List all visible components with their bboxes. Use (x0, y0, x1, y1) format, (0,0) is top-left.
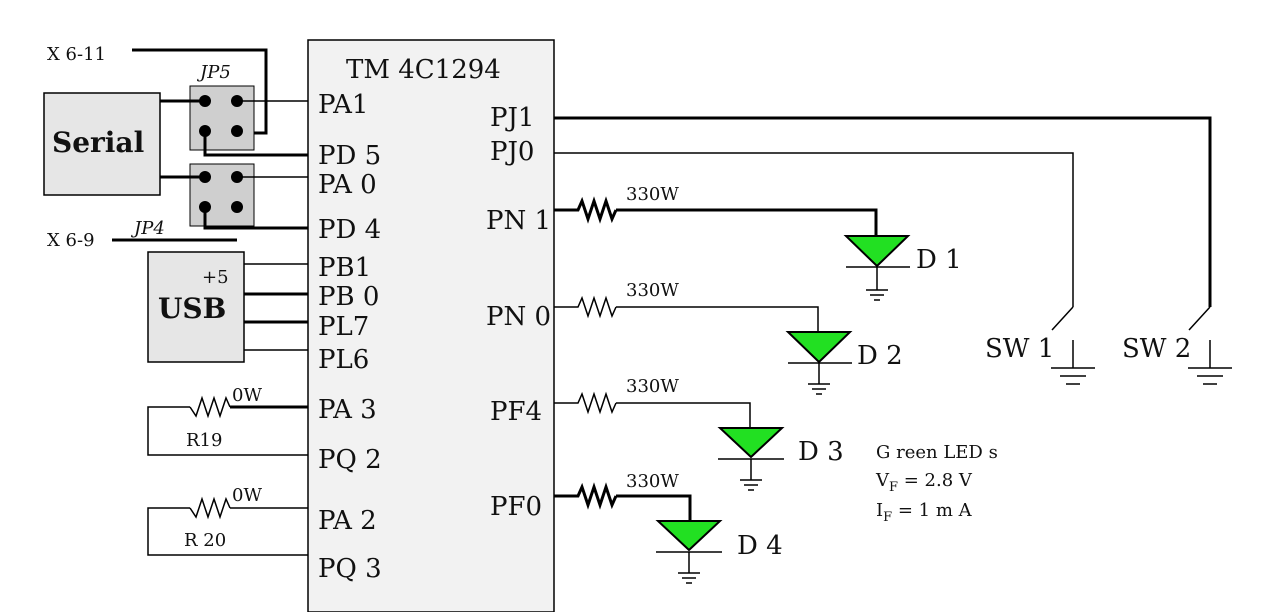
pin-pa0: PA 0 (318, 170, 377, 200)
r20-value: 0W (232, 485, 262, 506)
led-d3-label: D 3 (798, 437, 844, 467)
note-green-leds: G reen LED s (876, 442, 998, 463)
x6-11-label: X 6-11 (47, 44, 106, 65)
jp4-label: JP4 (130, 218, 165, 239)
led-d1 (843, 235, 911, 268)
led-d4 (655, 520, 723, 552)
jp5-to-pd5 (203, 131, 308, 157)
sw1-label: SW 1 (985, 334, 1054, 364)
pin-pj1: PJ1 (490, 103, 534, 133)
jp4-block (189, 163, 255, 227)
r19-loop (147, 406, 308, 456)
note-if: IF = 1 m A (876, 500, 973, 525)
serial-label: Serial (52, 126, 144, 159)
r19-resistor (189, 395, 231, 419)
led-d1-label: D 1 (916, 245, 962, 275)
mcu-body (307, 39, 555, 612)
pin-pl7: PL7 (318, 312, 369, 342)
pin-pa2: PA 2 (318, 506, 377, 536)
pin-pa3: PA 3 (318, 395, 377, 425)
led-d4-label: D 4 (737, 531, 783, 561)
jp5-pins (199, 95, 243, 137)
sw2-label: SW 2 (1122, 334, 1191, 364)
usb-label: USB (158, 292, 226, 325)
pin-pq2: PQ 2 (318, 445, 382, 475)
r20-resistor (189, 496, 231, 520)
led-channel-1 (554, 196, 911, 301)
pin-pj0: PJ0 (490, 137, 534, 167)
led-channel-3 (554, 391, 785, 491)
pin-pn1: PN 1 (486, 206, 551, 236)
jp5-block (189, 85, 255, 151)
pin-pd5: PD 5 (318, 141, 381, 171)
res1-value: 330W (626, 184, 679, 205)
res3-value: 330W (626, 376, 679, 397)
pin-pb0: PB 0 (318, 282, 379, 312)
led-d2-label: D 2 (857, 341, 903, 371)
pj0-to-sw1 (554, 152, 1074, 307)
jp5-label: JP5 (196, 62, 231, 83)
pin-pb1: PB1 (318, 253, 371, 283)
res4-value: 330W (626, 471, 679, 492)
led-d3 (717, 427, 785, 459)
pin-pq3: PQ 3 (318, 554, 382, 584)
sw1 (1051, 306, 1095, 385)
led-channel-2 (554, 295, 853, 395)
pin-pd4: PD 4 (318, 215, 381, 245)
pin-pl6: PL6 (318, 345, 369, 375)
r19-name: R19 (186, 430, 222, 451)
pin-pn0: PN 0 (486, 302, 551, 332)
mcu-name: TM 4C1294 (346, 55, 501, 85)
pin-pa1: PA1 (318, 90, 368, 120)
pj1-to-sw2 (554, 116, 1212, 307)
r20-name: R 20 (184, 530, 226, 551)
pin-pf0: PF0 (490, 492, 542, 522)
res2-value: 330W (626, 280, 679, 301)
usb-box (147, 251, 245, 363)
pin-pf4: PF4 (490, 397, 542, 427)
left-pin-labels: PA1 PD 5 PA 0 PD 4 PB1 PB 0 PL7 PL6 PA 3… (318, 90, 382, 584)
note-vf: VF = 2.8 V (875, 470, 973, 495)
led-channel-4 (554, 482, 723, 584)
x6-9-label: X 6-9 (47, 230, 95, 251)
sw2 (1188, 306, 1232, 385)
right-pin-labels: PJ1 PJ0 PN 1 PN 0 PF4 PF0 (486, 103, 551, 522)
serial-box (43, 92, 161, 196)
led-d2 (785, 331, 853, 364)
jp4-to-pd4 (203, 207, 308, 230)
r19-value: 0W (232, 385, 262, 406)
usb-supply-label: +5 (202, 267, 229, 288)
r20-loop (147, 507, 308, 556)
